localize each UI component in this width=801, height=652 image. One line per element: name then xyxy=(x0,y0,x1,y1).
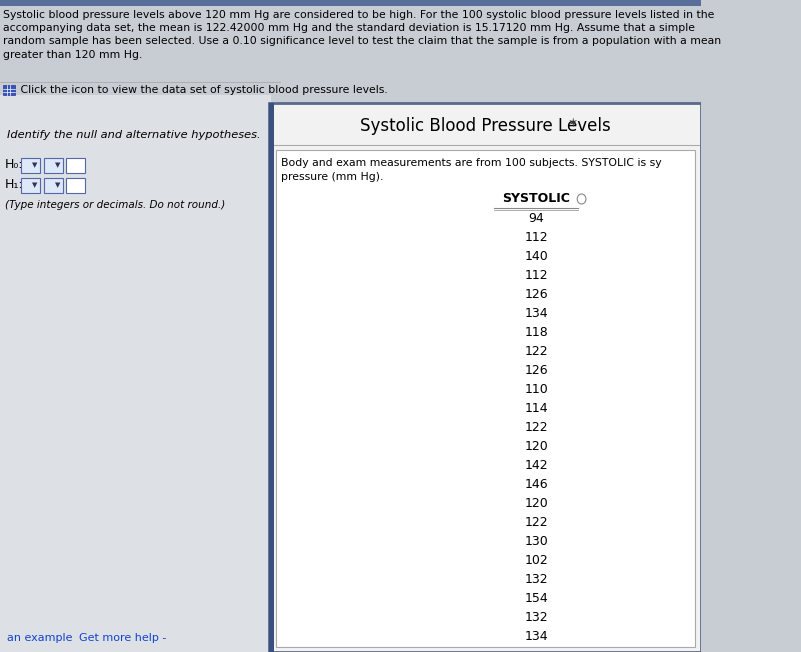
FancyBboxPatch shape xyxy=(66,158,85,173)
Text: 154: 154 xyxy=(524,592,548,605)
Text: 132: 132 xyxy=(525,611,548,624)
Text: 120: 120 xyxy=(524,440,548,453)
FancyBboxPatch shape xyxy=(276,150,695,647)
Text: 126: 126 xyxy=(525,364,548,377)
Text: H₀:: H₀: xyxy=(6,158,24,171)
Text: 94: 94 xyxy=(528,212,544,225)
FancyBboxPatch shape xyxy=(0,95,271,652)
Text: 142: 142 xyxy=(525,459,548,472)
FancyBboxPatch shape xyxy=(21,158,40,173)
Text: ✶: ✶ xyxy=(568,117,578,130)
Text: 132: 132 xyxy=(525,573,548,586)
Text: 112: 112 xyxy=(525,269,548,282)
FancyBboxPatch shape xyxy=(44,178,63,193)
Text: 134: 134 xyxy=(525,630,548,643)
Text: 146: 146 xyxy=(525,478,548,491)
FancyBboxPatch shape xyxy=(3,85,15,95)
Text: 120: 120 xyxy=(524,497,548,510)
Text: 102: 102 xyxy=(524,554,548,567)
Text: SYSTOLIC: SYSTOLIC xyxy=(502,192,570,205)
FancyBboxPatch shape xyxy=(269,103,274,652)
Text: 122: 122 xyxy=(525,345,548,358)
Text: 110: 110 xyxy=(524,383,548,396)
Text: 134: 134 xyxy=(525,307,548,320)
Text: 140: 140 xyxy=(524,250,548,263)
FancyBboxPatch shape xyxy=(21,178,40,193)
FancyBboxPatch shape xyxy=(44,158,63,173)
Text: Click the icon to view the data set of systolic blood pressure levels.: Click the icon to view the data set of s… xyxy=(18,85,388,95)
Text: 130: 130 xyxy=(524,535,548,548)
Text: ▼: ▼ xyxy=(32,182,38,188)
FancyBboxPatch shape xyxy=(269,103,701,652)
Text: Systolic blood pressure levels above 120 mm Hg are considered to be high. For th: Systolic blood pressure levels above 120… xyxy=(3,10,722,59)
Text: 122: 122 xyxy=(525,516,548,529)
Text: an example: an example xyxy=(7,633,73,643)
Text: 112: 112 xyxy=(525,231,548,244)
FancyBboxPatch shape xyxy=(66,178,85,193)
Text: ▼: ▼ xyxy=(32,162,38,168)
Text: Get more help -: Get more help - xyxy=(78,633,166,643)
Text: (Type integers or decimals. Do not round.): (Type integers or decimals. Do not round… xyxy=(6,200,226,210)
Text: H₁:: H₁: xyxy=(6,178,24,191)
Text: ▼: ▼ xyxy=(55,182,60,188)
Text: ▼: ▼ xyxy=(55,162,60,168)
Circle shape xyxy=(578,194,586,204)
Text: Systolic Blood Pressure Levels: Systolic Blood Pressure Levels xyxy=(360,117,610,135)
Text: 118: 118 xyxy=(524,326,548,339)
Text: pressure (mm Hg).: pressure (mm Hg). xyxy=(280,172,383,182)
Text: 114: 114 xyxy=(525,402,548,415)
Text: Body and exam measurements are from 100 subjects. SYSTOLIC is sy: Body and exam measurements are from 100 … xyxy=(280,158,662,168)
Text: 122: 122 xyxy=(525,421,548,434)
Text: 126: 126 xyxy=(525,288,548,301)
FancyBboxPatch shape xyxy=(0,0,701,6)
Text: Identify the null and alternative hypotheses.: Identify the null and alternative hypoth… xyxy=(7,130,260,140)
